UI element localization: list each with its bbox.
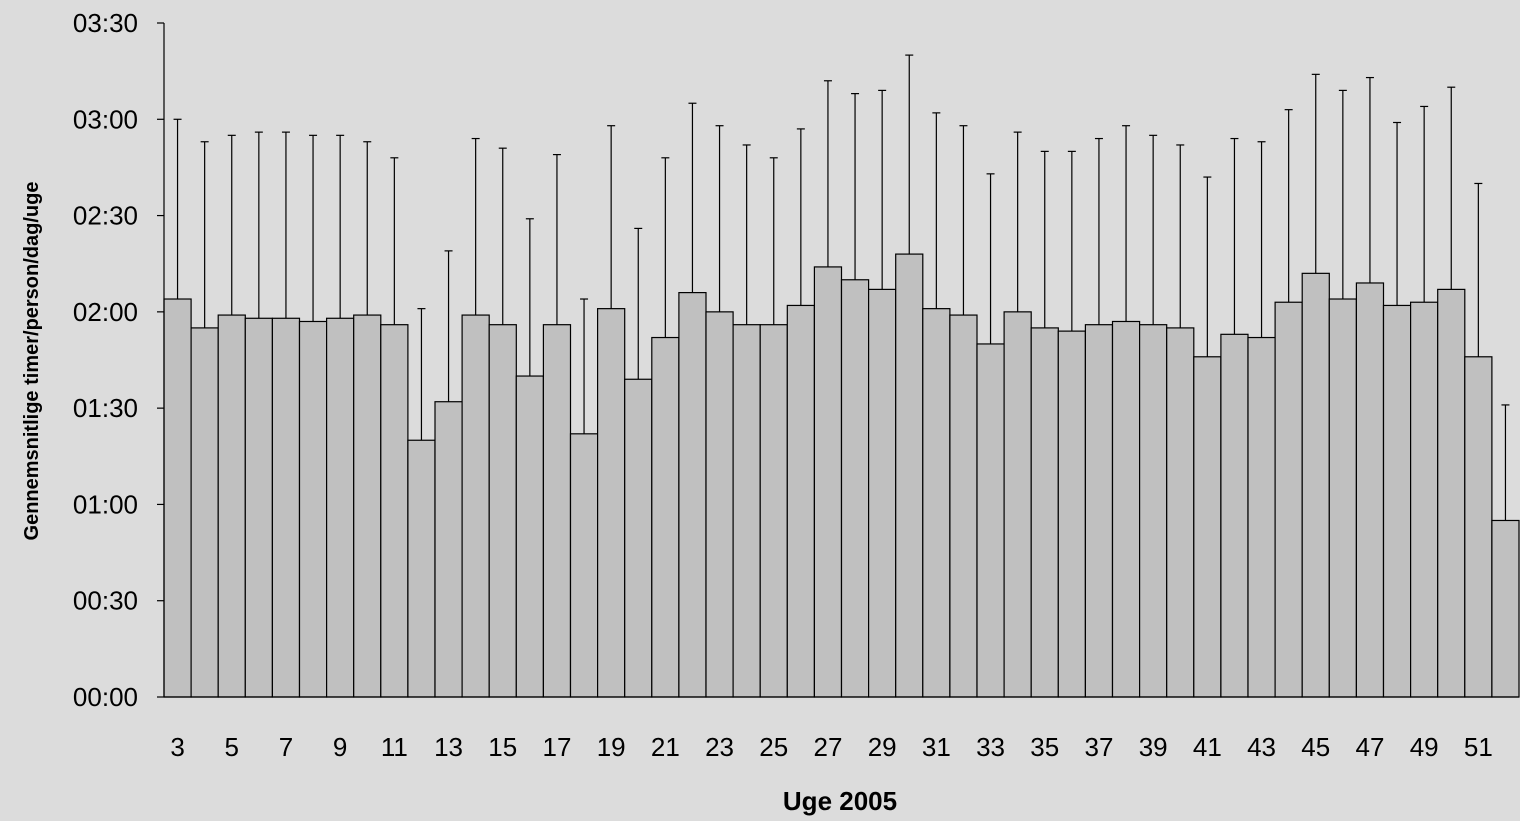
bar-week-14 — [461, 314, 490, 698]
bar-week-43 — [1247, 336, 1276, 698]
y-axis-title: Gennemsnitlige timer/person/dag/uge — [21, 182, 43, 541]
bar-week-24 — [732, 324, 761, 698]
bar-week-17 — [542, 324, 572, 698]
bar-week-36 — [1057, 330, 1087, 698]
bar-week-30 — [895, 253, 924, 698]
bar-week-11 — [380, 324, 409, 698]
y-tick-label: 03:30 — [73, 8, 138, 38]
bar-week-12 — [407, 439, 436, 698]
bar-week-50 — [1437, 288, 1466, 698]
bar-week-44 — [1274, 301, 1303, 698]
x-tick-label: 51 — [1464, 732, 1493, 762]
bar-week-18 — [569, 433, 599, 698]
bar-week-6 — [244, 317, 274, 698]
bar-week-48 — [1382, 304, 1412, 698]
bar-week-23 — [705, 311, 734, 698]
bar-week-31 — [922, 308, 951, 698]
x-tick-label: 43 — [1247, 732, 1276, 762]
x-tick-label: 39 — [1139, 732, 1168, 762]
x-tick-label: 49 — [1410, 732, 1439, 762]
y-tick-label: 03:00 — [73, 104, 138, 134]
x-tick-label: 27 — [813, 732, 842, 762]
bar-week-32 — [949, 314, 978, 698]
bar-week-7 — [271, 317, 301, 698]
bar-week-28 — [840, 279, 870, 698]
y-tick-label: 00:30 — [73, 586, 138, 616]
bar-week-27 — [813, 266, 843, 698]
bar-week-25 — [759, 324, 788, 698]
y-tick-label: 02:30 — [73, 201, 138, 231]
bar-week-4 — [190, 327, 219, 698]
x-tick-label: 41 — [1193, 732, 1222, 762]
bar-week-29 — [867, 288, 897, 698]
bar-week-20 — [624, 378, 653, 698]
bar-week-34 — [1003, 311, 1032, 698]
bar-week-42 — [1220, 333, 1249, 698]
bar-week-5 — [217, 314, 246, 698]
bar-week-52 — [1491, 519, 1520, 698]
bar-week-35 — [1030, 327, 1059, 698]
bar-week-47 — [1355, 282, 1385, 698]
x-tick-label: 47 — [1355, 732, 1384, 762]
bar-week-39 — [1138, 324, 1168, 698]
bar-week-21 — [651, 336, 680, 698]
x-tick-label: 15 — [488, 732, 517, 762]
y-tick-label: 01:00 — [73, 489, 138, 519]
x-tick-label: 3 — [170, 732, 184, 762]
bar-week-16 — [515, 375, 544, 698]
x-tick-label: 17 — [542, 732, 571, 762]
bar-week-22 — [678, 292, 707, 698]
bar-week-9 — [326, 317, 355, 698]
bar-week-45 — [1301, 272, 1330, 698]
bar-week-3 — [163, 298, 192, 698]
x-tick-label: 9 — [333, 732, 347, 762]
bar-week-33 — [976, 343, 1005, 698]
x-tick-label: 11 — [381, 732, 408, 762]
x-tick-label: 5 — [225, 732, 239, 762]
y-tick-label: 00:00 — [73, 682, 138, 712]
bar-week-40 — [1166, 327, 1195, 698]
bar-week-37 — [1084, 324, 1114, 698]
bar-week-46 — [1328, 298, 1358, 698]
bar-week-8 — [298, 320, 328, 698]
x-tick-label: 29 — [868, 732, 897, 762]
x-tick-label: 25 — [759, 732, 788, 762]
x-tick-label: 7 — [279, 732, 293, 762]
y-tick-label: 02:00 — [73, 297, 138, 327]
bars-group — [163, 253, 1520, 698]
bar-week-41 — [1193, 356, 1222, 698]
error-bars-group — [173, 54, 1510, 521]
x-tick-label: 35 — [1030, 732, 1059, 762]
y-tick-label: 01:30 — [73, 393, 138, 423]
bar-week-10 — [353, 314, 382, 698]
x-tick-label: 13 — [434, 732, 463, 762]
x-tick-label: 19 — [597, 732, 626, 762]
x-tick-label: 37 — [1084, 732, 1113, 762]
bar-week-15 — [488, 324, 517, 698]
bar-week-13 — [434, 401, 463, 698]
bar-week-26 — [786, 304, 815, 698]
y-ticks-group: 00:00 00:30 01:00 01:30 02:00 02:30 03:00 03:30 — [73, 8, 164, 712]
x-tick-label: 45 — [1301, 732, 1330, 762]
bar-week-49 — [1409, 301, 1439, 698]
bar-week-19 — [596, 308, 626, 698]
x-tick-label: 31 — [922, 732, 951, 762]
x-tick-label: 33 — [976, 732, 1005, 762]
x-ticks-group: 3 5 7 9 11 13 15 17 19 21 23 25 27 29 31 33 35 37 39 41 43 45… — [170, 732, 1492, 762]
x-tick-label: 21 — [651, 732, 680, 762]
x-axis-title: Uge 2005 — [783, 786, 897, 816]
bar-week-51 — [1464, 356, 1493, 698]
x-tick-label: 23 — [705, 732, 734, 762]
bar-week-38 — [1111, 320, 1141, 698]
